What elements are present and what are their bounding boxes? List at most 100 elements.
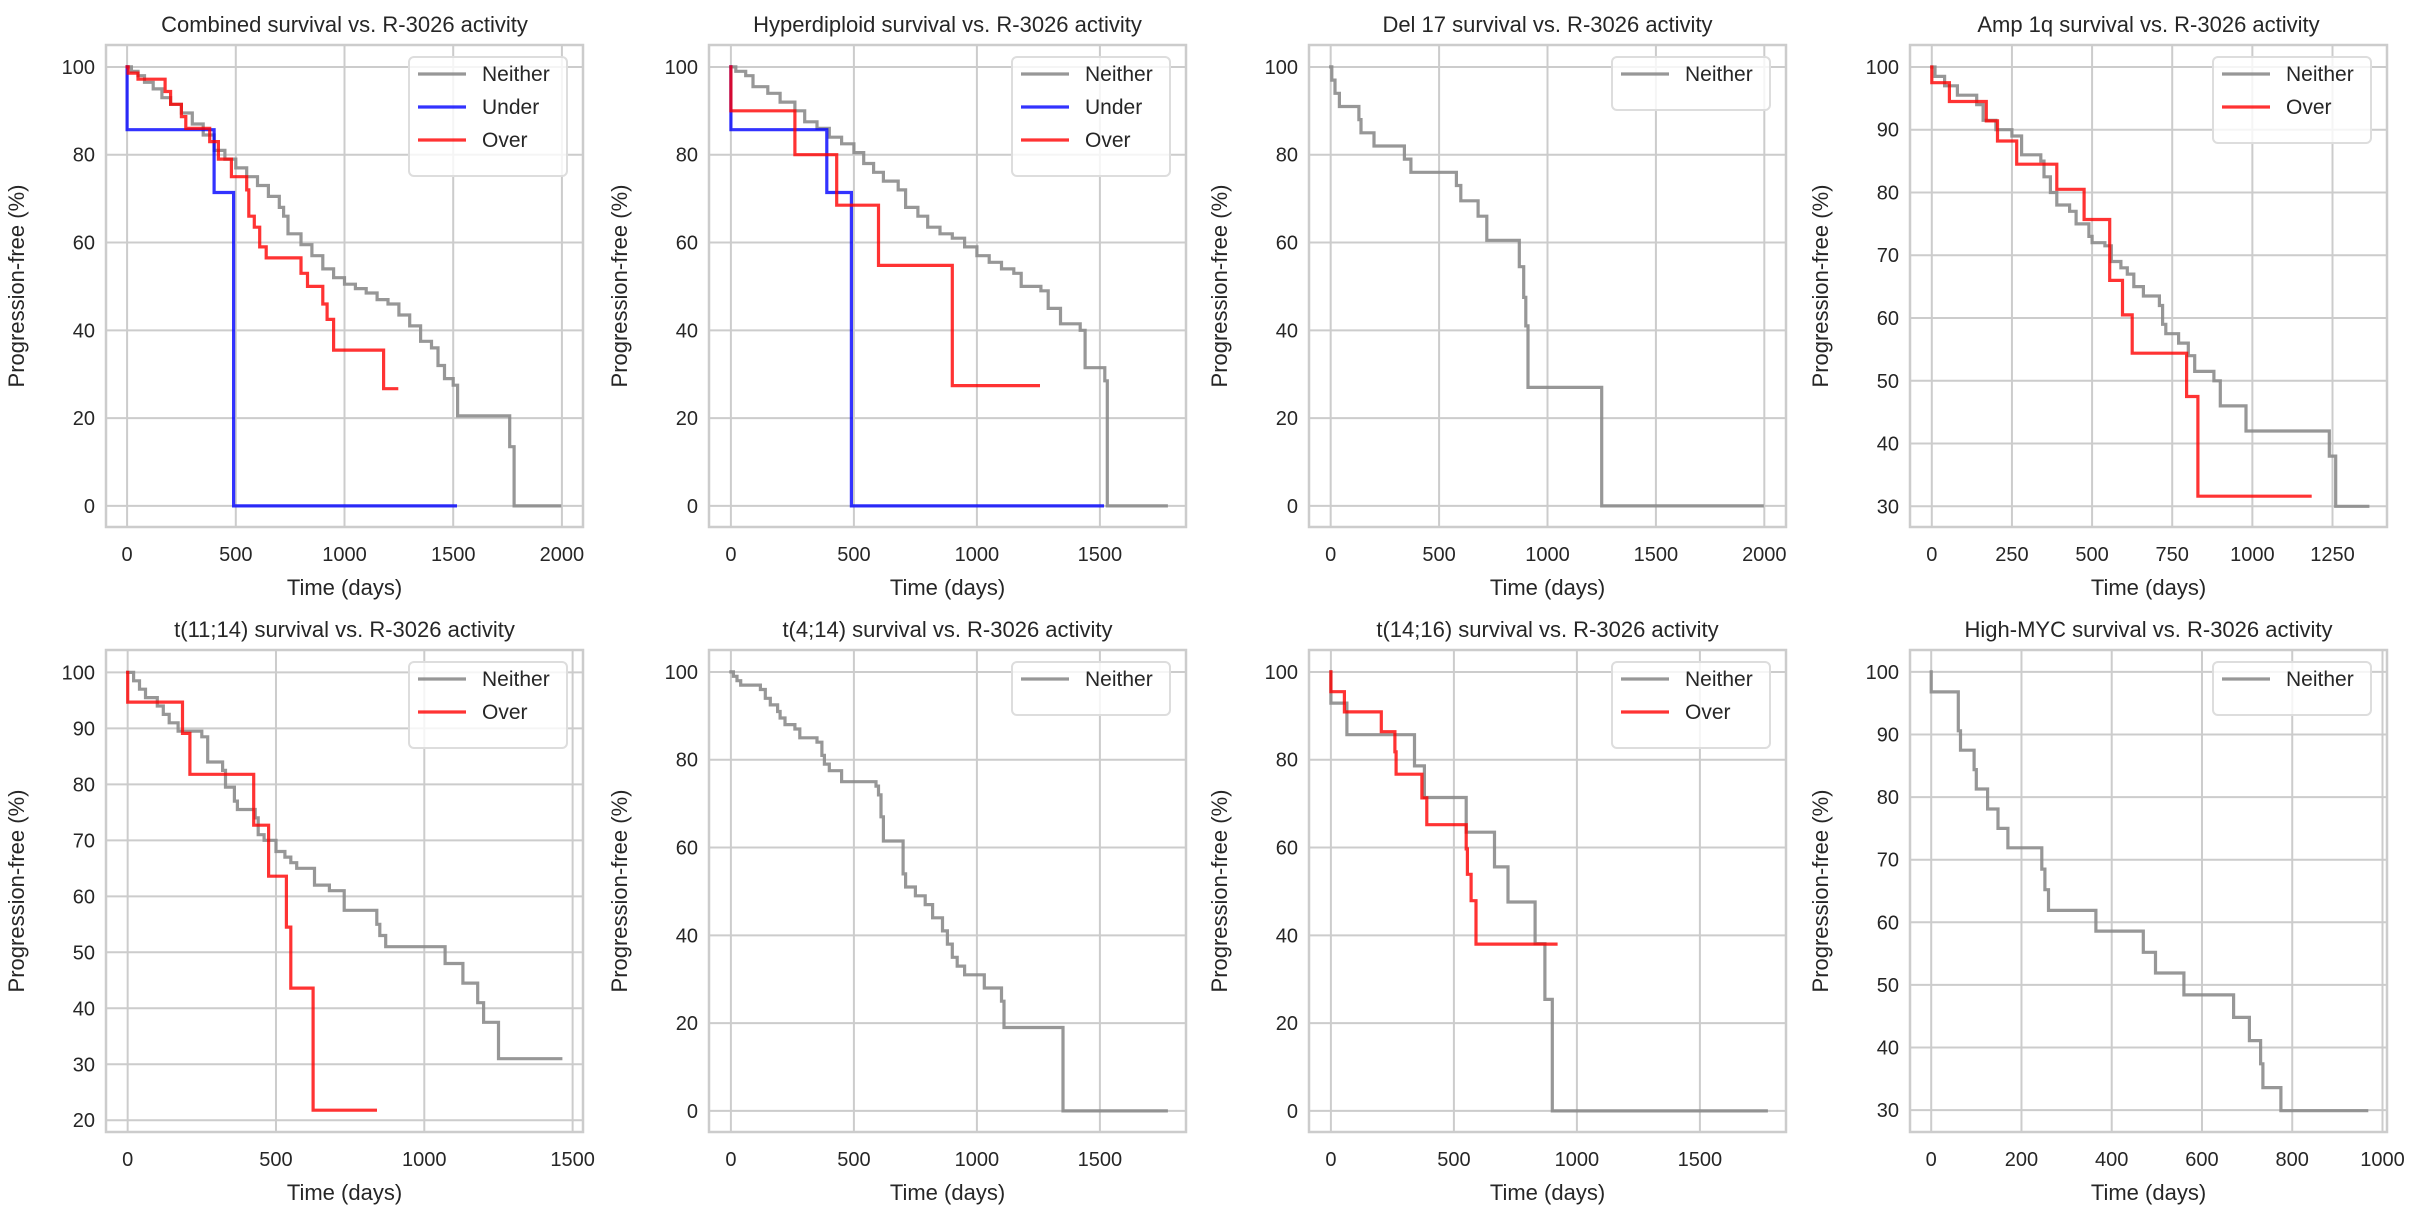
x-tick-label: 500 [837,1149,870,1171]
y-tick-label: 60 [1276,233,1298,255]
x-tick-label: 1500 [1078,544,1123,566]
panel-3: 0 500 1000 1500 2000 0 20 40 60 80 100 Del 17 survi… [1207,12,1788,600]
y-tick-label: 80 [1877,787,1899,809]
x-tick-label: 1000 [1525,544,1570,566]
panel-5: 0 500 1000 1500 20 30 40 50 60 70 80 90 100 t(11;14) … [4,617,595,1205]
y-tick-label: 100 [665,662,698,684]
x-axis-label: Time (days) [2091,1180,2206,1205]
legend-box [408,56,568,177]
axes-frame [707,648,1188,1134]
y-tick-label: 60 [676,838,698,860]
y-tick-label: 80 [1276,145,1298,167]
series-line-neither [1929,670,2369,1113]
y-tick-label: 0 [687,1101,698,1123]
legend-label: Neither [1085,63,1153,86]
y-tick-label: 30 [1877,1100,1899,1122]
x-tick-label: 1000 [2230,544,2275,566]
series-line-neither [729,670,1168,1113]
legend-label: Over [1085,129,1131,152]
x-tick-label: 1500 [431,544,476,566]
x-tick-label: 1500 [1678,1149,1723,1171]
legend-label: Neither [1685,668,1753,691]
panel-title: t(11;14) survival vs. R-3026 activity [174,617,515,642]
axes-frame [1908,648,2389,1134]
legend-box [408,661,568,749]
panel-title: Hyperdiploid survival vs. R-3026 activit… [753,12,1142,37]
y-tick-label: 40 [73,998,95,1020]
series-line-under [125,65,457,508]
y-tick-label: 100 [1265,57,1298,79]
legend-box [1611,661,1771,749]
y-tick-label: 30 [1877,496,1899,518]
series-line-over [1329,670,1558,946]
legend-box [2212,56,2372,144]
legend-label: Over [482,129,528,152]
series-line-over [729,65,1040,388]
x-tick-label: 800 [2276,1149,2309,1171]
x-tick-label: 200 [2005,1149,2038,1171]
y-tick-label: 0 [84,496,95,518]
y-tick-label: 90 [73,718,95,740]
legend-label: Neither [1085,668,1153,691]
panel-8: 0 200 400 600 800 1000 30 40 50 60 70 80 90 100 High-M… [1808,617,2405,1205]
y-axis-label: Progression-free (%) [1207,185,1232,388]
legend: Neither [2212,661,2372,716]
y-tick-label: 0 [1287,496,1298,518]
legend: Neither Over [408,661,568,749]
y-tick-label: 80 [73,774,95,796]
y-tick-label: 40 [676,925,698,947]
y-tick-label: 90 [1877,725,1899,747]
y-tick-label: 100 [1866,662,1899,684]
legend-box [1011,661,1171,716]
x-tick-label: 600 [2185,1149,2218,1171]
x-tick-label: 0 [1325,1149,1336,1171]
x-tick-label: 0 [1926,1149,1937,1171]
y-tick-label: 40 [73,320,95,342]
legend-label: Over [1685,701,1731,724]
x-tick-label: 0 [725,544,736,566]
legend-box [2212,661,2372,716]
x-tick-label: 2000 [540,544,585,566]
panel-4: 0 250 500 750 1000 1250 30 40 50 60 70 80 90 100 Amp 1… [1808,12,2389,600]
panel-title: t(14;16) survival vs. R-3026 activity [1376,617,1718,642]
x-tick-label: 1500 [1634,544,1679,566]
legend: Neither Under Over [408,56,568,177]
x-tick-label: 1000 [1555,1149,1600,1171]
y-axis-label: Progression-free (%) [607,185,632,388]
x-tick-label: 1000 [955,1149,1000,1171]
y-tick-label: 20 [676,408,698,430]
y-tick-label: 0 [1287,1101,1298,1123]
legend-box [1011,56,1171,177]
y-tick-label: 40 [1276,925,1298,947]
x-axis-label: Time (days) [2091,575,2206,600]
y-axis-label: Progression-free (%) [4,185,29,388]
y-tick-label: 90 [1877,120,1899,142]
legend-label: Neither [482,668,550,691]
panel-6: 0 500 1000 1500 0 20 40 60 80 100 t(4;14) survival… [607,617,1188,1205]
y-tick-label: 20 [676,1013,698,1035]
x-axis-label: Time (days) [287,575,402,600]
series-line-neither [729,65,1168,508]
axes-frame [707,43,1188,529]
axes-frame [1908,43,2389,529]
x-axis-label: Time (days) [287,1180,402,1205]
series-line-over [126,670,377,1112]
panel-title: t(4;14) survival vs. R-3026 activity [782,617,1112,642]
x-tick-label: 500 [1422,544,1455,566]
panel-title: High-MYC survival vs. R-3026 activity [1965,617,2333,642]
legend-label: Under [482,96,539,119]
axes-frame [104,43,585,529]
panel-1: 0 500 1000 1500 2000 0 20 40 60 80 100 Combined sur… [4,12,585,600]
y-tick-label: 20 [1276,1013,1298,1035]
y-tick-label: 60 [73,886,95,908]
legend: Neither [1011,661,1171,716]
series-line-neither [1329,65,1764,508]
x-tick-label: 0 [122,544,133,566]
y-tick-label: 100 [62,57,95,79]
x-tick-label: 500 [2075,544,2108,566]
legend: Neither Over [1611,661,1771,749]
y-tick-label: 40 [1276,320,1298,342]
legend-label: Neither [2286,668,2354,691]
y-tick-label: 70 [1877,245,1899,267]
